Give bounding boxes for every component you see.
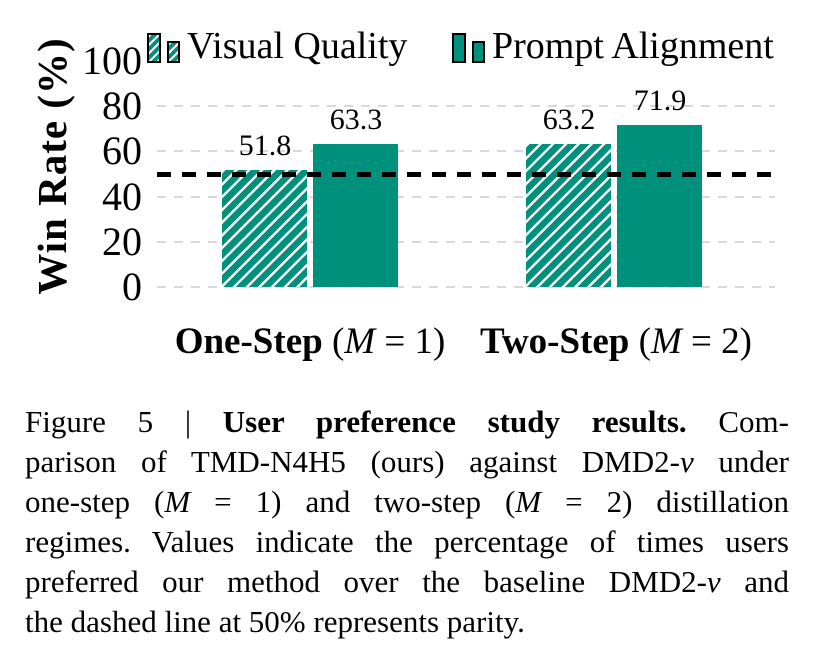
caption-line: preferred our method over the baseline D… <box>25 564 790 599</box>
y-tick-label-20: 20 <box>102 218 142 264</box>
y-tick-label-100: 100 <box>82 38 142 83</box>
value-label-visual-quality-one-step-m-1: 51.8 <box>238 128 292 162</box>
caption-line: parison of TMD-N4H5 (ours) against DMD2-… <box>25 444 789 479</box>
gridline-20 <box>157 240 775 243</box>
legend-entry-visual-quality: Visual Quality <box>147 25 408 67</box>
legend-entry-prompt-alignment: Prompt Alignment <box>452 25 774 67</box>
caption-line: regimes. Values indicate the percentage … <box>25 524 789 559</box>
solid-bar-swatch-icon <box>472 41 485 63</box>
legend-label-visual-quality: Visual Quality <box>187 25 408 67</box>
gridline-80 <box>157 105 775 108</box>
caption-line: one-step (M = 1) and two-step (M = 2) di… <box>25 484 790 519</box>
y-tick-label-0: 0 <box>122 264 142 309</box>
hatched-bar-swatch-icon <box>167 41 180 63</box>
plot-area: 0 20 40 60 80 100 51.8 63.2 63.3 71.9 <box>82 41 775 307</box>
legend-swatch-prompt-alignment <box>452 33 485 63</box>
value-label-prompt-alignment-two-step-m-2: 71.9 <box>633 83 687 117</box>
value-label-visual-quality-two-step-m-2: 63.2 <box>542 103 596 137</box>
gridline-0 <box>157 286 775 288</box>
gridline-60 <box>157 150 775 153</box>
figure-caption: Figure 5 | User preference study results… <box>25 402 789 642</box>
bar-visual-quality-two-step-m-2 <box>526 144 611 287</box>
x-axis-label-one-step: One-Step (M = 1) <box>174 321 446 362</box>
caption-line: Figure 5 | User preference study results… <box>25 404 789 439</box>
legend-label-prompt-alignment: Prompt Alignment <box>492 25 774 67</box>
y-tick-label-60: 60 <box>102 128 142 174</box>
bar-visual-quality-one-step-m-1 <box>222 169 307 287</box>
hatched-bar-swatch-icon <box>147 33 161 63</box>
y-tick-label-40: 40 <box>102 173 142 219</box>
bar-prompt-alignment-two-step-m-2 <box>617 124 702 287</box>
solid-bar-swatch-icon <box>452 33 466 63</box>
value-label-prompt-alignment-one-step-m-1: 63.3 <box>329 102 383 136</box>
bar-prompt-alignment-one-step-m-1 <box>313 143 398 287</box>
caption-line: the dashed line at 50% represents parity… <box>25 604 525 639</box>
y-tick-label-80: 80 <box>102 83 142 129</box>
gridline-40 <box>157 195 775 198</box>
legend-swatch-visual-quality <box>147 33 180 63</box>
parity-dashed-line <box>157 172 775 177</box>
x-axis-label-two-step: Two-Step (M = 2) <box>480 321 752 362</box>
